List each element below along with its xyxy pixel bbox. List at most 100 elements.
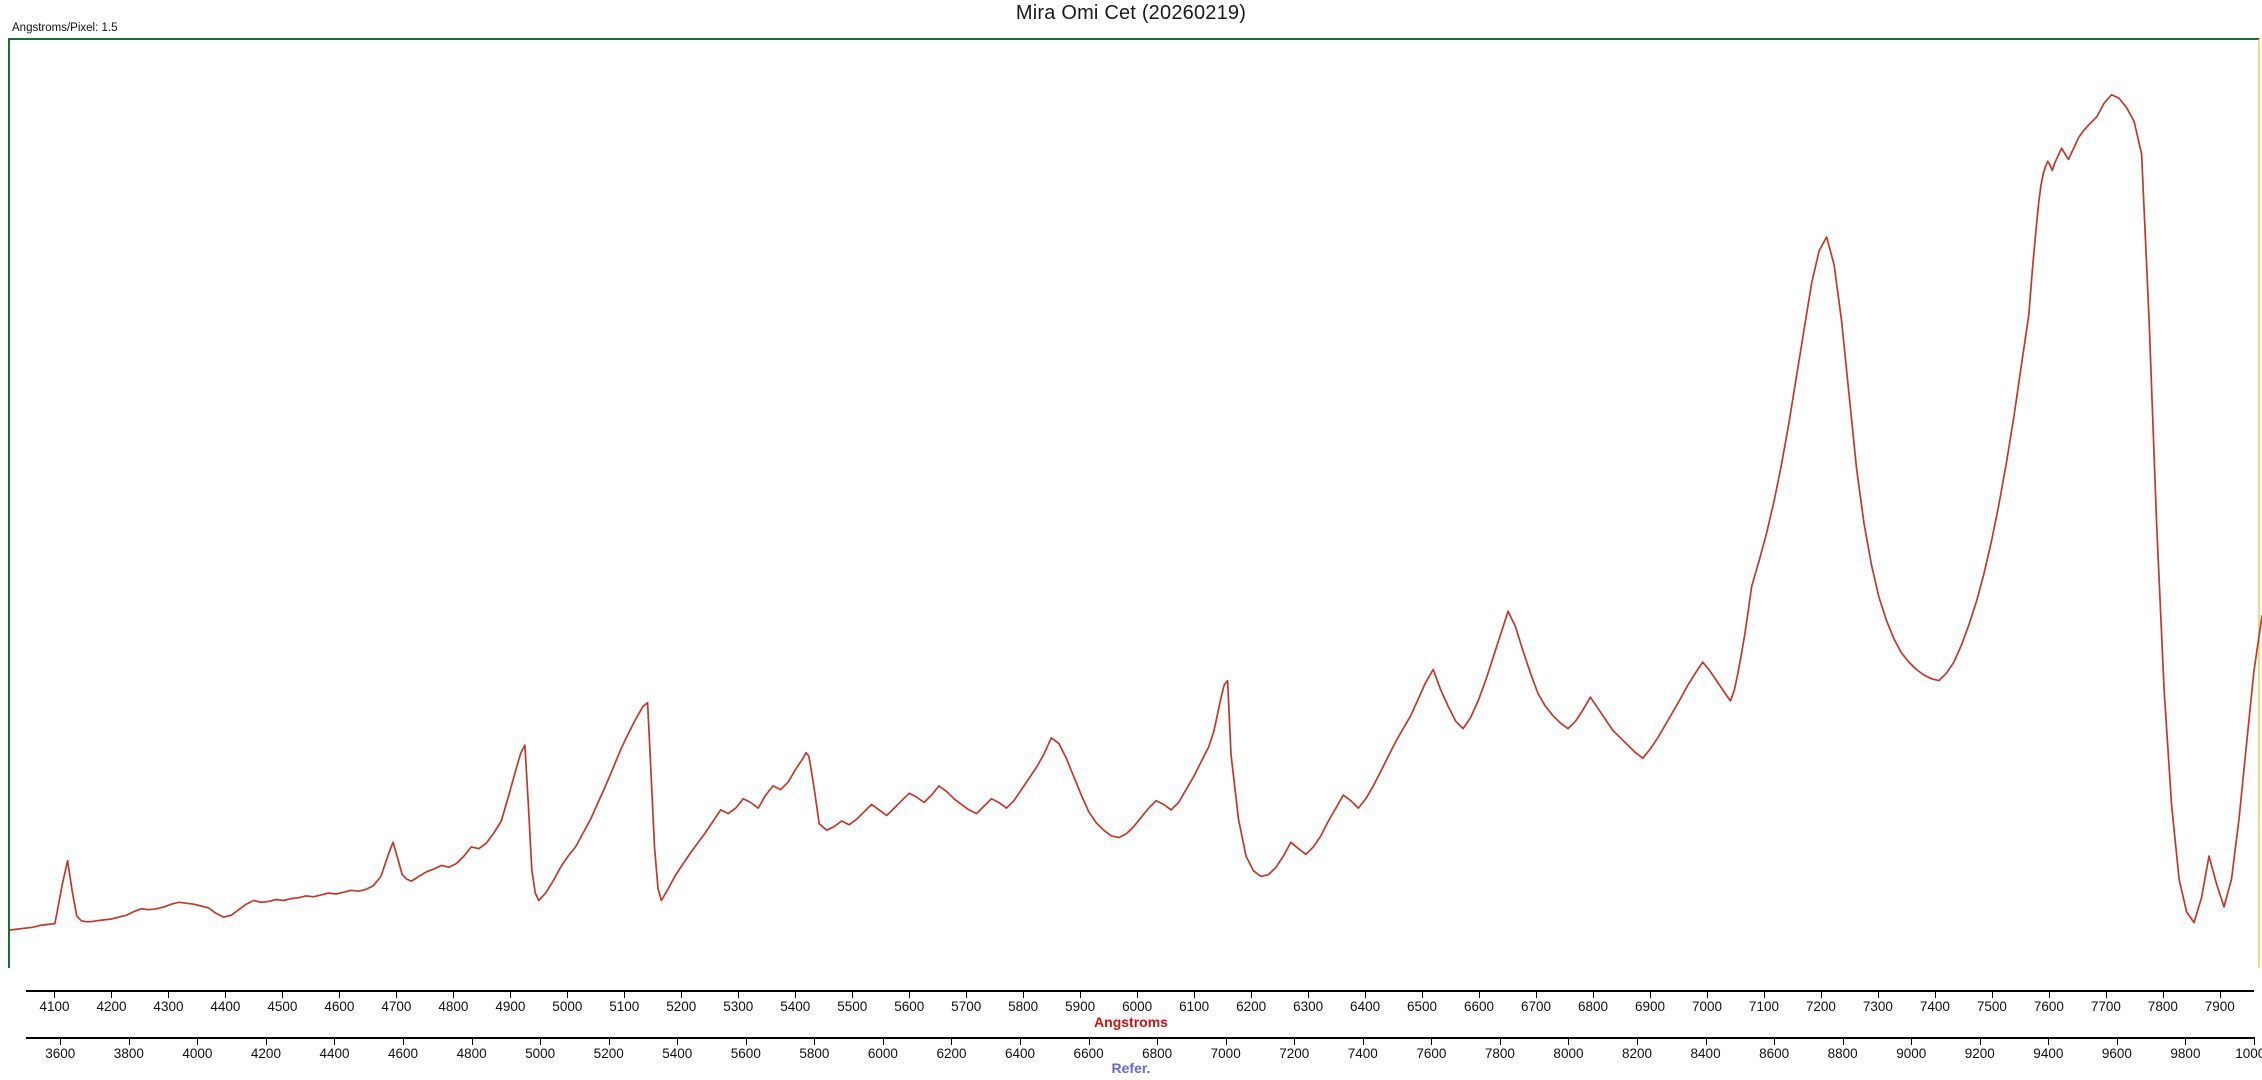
refer-tick-label: 9600 [2101, 1046, 2132, 1061]
angstroms-tick [1251, 990, 1253, 998]
angstroms-tick-label: 4400 [210, 999, 241, 1014]
angstroms-tick [1137, 990, 1139, 998]
angstroms-tick [453, 990, 455, 998]
dispersion-note: Angstroms/Pixel: 1.5 [12, 22, 118, 34]
axis-label-angstroms: Angstroms [1094, 1014, 1168, 1030]
refer-tick [540, 1037, 542, 1045]
angstroms-tick [2162, 990, 2164, 998]
angstroms-tick [1877, 990, 1879, 998]
angstroms-tick [1593, 990, 1594, 998]
angstroms-tick [1934, 990, 1936, 998]
angstroms-tick [2219, 990, 2221, 998]
angstroms-tick [795, 990, 797, 998]
refer-tick-label: 10000 [2235, 1046, 2262, 1061]
angstroms-tick-label: 6100 [1179, 999, 1210, 1014]
angstroms-tick-label: 7400 [1919, 999, 1950, 1014]
angstroms-tick-label: 7800 [2147, 999, 2178, 1014]
refer-tick-label: 8600 [1759, 1046, 1790, 1061]
refer-tick-label: 3800 [113, 1046, 144, 1061]
refer-tick [1842, 1037, 1844, 1045]
angstroms-tick [624, 990, 626, 998]
angstroms-tick-label: 6700 [1520, 999, 1552, 1014]
angstroms-tick [1194, 990, 1196, 998]
refer-tick-label: 6000 [867, 1046, 898, 1061]
refer-tick-label: 5600 [730, 1046, 761, 1061]
refer-tick [2254, 1037, 2255, 1045]
spectrum-trace [10, 93, 2262, 931]
angstroms-tick [1080, 990, 1082, 998]
refer-tick [1362, 1037, 1364, 1045]
angstroms-tick-label: 4600 [324, 999, 355, 1014]
refer-tick-label: 7800 [1484, 1046, 1515, 1061]
angstroms-tick [1479, 990, 1481, 998]
refer-tick-label: 7200 [1279, 1046, 1310, 1061]
angstroms-tick-label: 4200 [96, 999, 127, 1014]
angstroms-tick [1308, 990, 1310, 998]
angstroms-tick-label: 5200 [666, 999, 697, 1014]
spectrum-chart [10, 93, 2262, 931]
angstroms-tick-label: 5000 [552, 999, 583, 1014]
refer-tick [1088, 1037, 1090, 1045]
page-title: Mira Omi Cet (20260219) [1015, 2, 1247, 24]
refer-tick [951, 1037, 953, 1045]
refer-tick [471, 1037, 473, 1045]
refer-tick [1020, 1037, 1022, 1045]
angstroms-tick [1422, 990, 1424, 998]
angstroms-tick-label: 5300 [723, 999, 754, 1014]
angstroms-tick [1365, 990, 1367, 998]
angstroms-tick [1820, 990, 1822, 998]
angstroms-tick [738, 990, 740, 998]
refer-tick-label: 8400 [1690, 1046, 1721, 1061]
axis-top-line [26, 990, 2254, 992]
refer-tick [1294, 1037, 1296, 1045]
refer-tick-label: 8800 [1827, 1046, 1858, 1061]
angstroms-tick [54, 990, 56, 998]
refer-tick-label: 4600 [388, 1046, 419, 1061]
angstroms-tick-label: 7000 [1691, 999, 1722, 1014]
refer-tick [403, 1037, 405, 1045]
refer-tick-label: 4000 [182, 1046, 213, 1061]
angstroms-tick [339, 990, 341, 998]
refer-tick [1499, 1037, 1501, 1045]
refer-tick-label: 9000 [1896, 1046, 1927, 1061]
angstroms-tick [909, 990, 911, 998]
refer-tick-label: 4200 [250, 1046, 281, 1061]
angstroms-tick-label: 5600 [894, 999, 925, 1014]
angstroms-tick-label: 4800 [438, 999, 469, 1014]
refer-tick [334, 1037, 336, 1045]
angstroms-tick [1023, 990, 1025, 998]
refer-tick-label: 7600 [1416, 1046, 1447, 1061]
angstroms-tick-label: 5800 [1008, 999, 1039, 1014]
angstroms-tick-label: 4700 [381, 999, 412, 1014]
refer-tick-label: 4800 [456, 1046, 487, 1061]
angstroms-tick-label: 4500 [267, 999, 298, 1014]
angstroms-tick-label: 6200 [1236, 999, 1267, 1014]
angstroms-tick [681, 990, 683, 998]
axis-label-refer: Refer. [1111, 1060, 1151, 1076]
refer-tick-label: 9200 [1964, 1046, 1995, 1061]
angstroms-tick-label: 7100 [1748, 999, 1779, 1014]
angstroms-tick [1763, 990, 1765, 998]
refer-tick-label: 6800 [1142, 1046, 1173, 1061]
refer-tick-label: 9400 [2033, 1046, 2064, 1061]
refer-tick-label: 7400 [1347, 1046, 1378, 1061]
angstroms-tick [2105, 990, 2107, 998]
refer-tick [2048, 1037, 2050, 1045]
angstroms-tick-label: 4300 [153, 999, 184, 1014]
angstroms-tick [1536, 990, 1538, 998]
refer-tick-label: 6600 [1073, 1046, 1104, 1061]
angstroms-tick [396, 990, 398, 998]
refer-tick [1911, 1037, 1913, 1045]
angstroms-tick [966, 990, 968, 998]
refer-tick-label: 9800 [2170, 1046, 2201, 1061]
angstroms-tick [1649, 990, 1651, 998]
refer-tick-label: 6400 [1004, 1046, 1036, 1061]
refer-tick [1157, 1037, 1159, 1045]
angstroms-tick-label: 7900 [2204, 999, 2235, 1014]
angstroms-tick-label: 7500 [1976, 999, 2007, 1014]
plot-frame [8, 38, 2262, 968]
angstroms-tick [510, 990, 512, 998]
refer-tick [1431, 1037, 1433, 1045]
refer-tick-label: 8000 [1553, 1046, 1584, 1061]
